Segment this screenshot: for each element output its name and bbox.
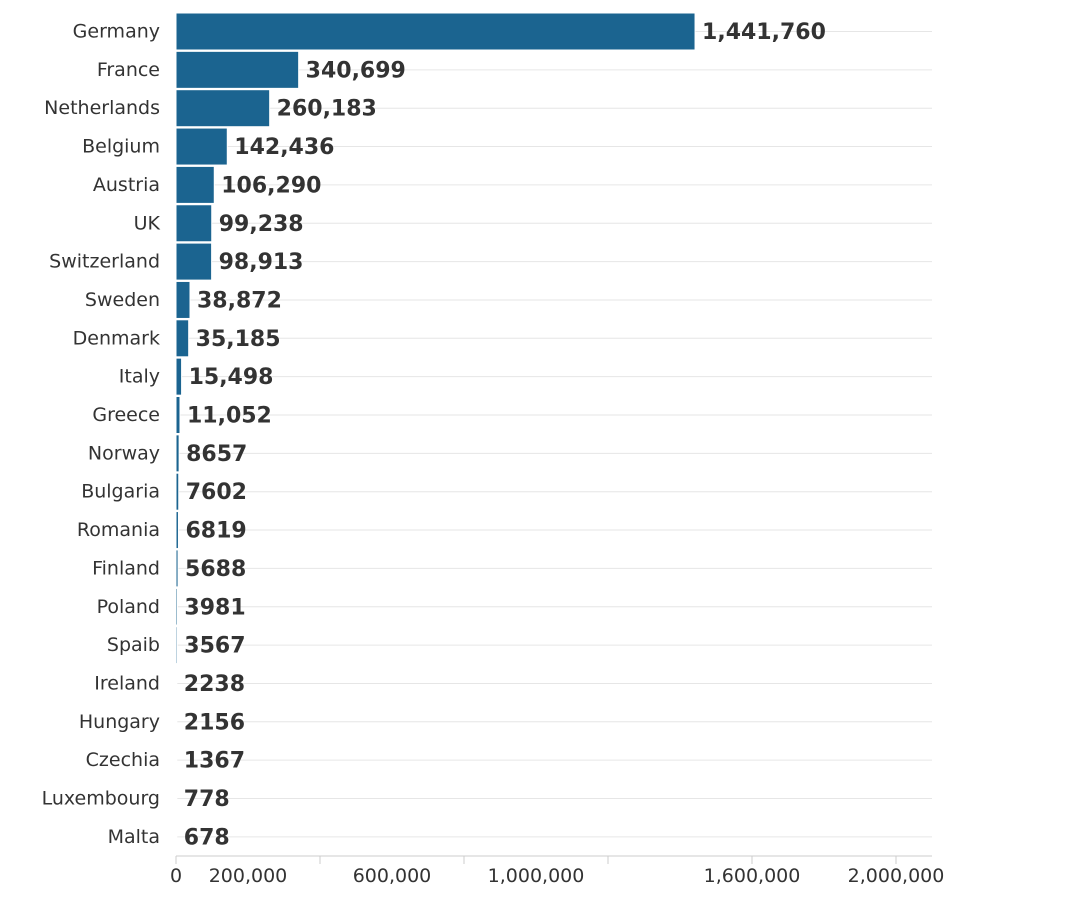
bar-germany [175, 12, 696, 51]
bar-austria [175, 165, 215, 204]
bar-hungary [175, 702, 178, 741]
value-label-norway: 8657 [186, 442, 247, 467]
x-tick-label-0: 0 [170, 865, 182, 887]
value-label-switzerland: 98,913 [219, 250, 304, 275]
bar-luxembourg [175, 779, 178, 818]
bar-ireland [175, 664, 178, 703]
category-label-switzerland: Switzerland [49, 251, 160, 273]
x-axis: 0 200,000 600,000 1,000,000 1,600,000 2,000,0… [170, 855, 945, 887]
category-label-czechia: Czechia [86, 749, 160, 771]
bar-switzerland [175, 242, 213, 281]
bar-belgium [175, 127, 228, 166]
value-label-romania: 6819 [185, 519, 246, 544]
bar-malta [175, 817, 178, 856]
x-tick-label-2000000: 2,000,000 [848, 865, 945, 887]
bar-greece [175, 396, 181, 434]
value-label-france: 340,699 [306, 58, 406, 83]
bar-norway [175, 434, 180, 473]
value-label-belgium: 142,436 [234, 135, 334, 160]
category-label-germany: Germany [73, 21, 160, 43]
bar-sweden [175, 280, 191, 319]
category-label-uk: UK [134, 212, 161, 234]
category-label-finland: Finland [92, 557, 160, 579]
x-tick-label-600000: 600,000 [353, 865, 432, 887]
bar-italy [175, 357, 183, 396]
category-label-belgium: Belgium [82, 136, 160, 158]
value-label-greece: 11,052 [187, 404, 272, 429]
category-label-ireland: Ireland [94, 672, 160, 694]
bar-spaib [175, 626, 178, 665]
bar-bulgaria [175, 472, 180, 511]
bar-uk [175, 204, 213, 243]
value-label-finland: 5688 [185, 557, 246, 582]
category-label-poland: Poland [97, 596, 160, 618]
category-label-romania: Romania [77, 519, 160, 541]
value-label-poland: 3981 [184, 595, 245, 620]
value-labels: 1,441,760 340,699 260,183 142,436 106,290 99,… [184, 20, 826, 850]
bar-finland [175, 549, 179, 588]
value-label-germany: 1,441,760 [702, 20, 826, 45]
value-label-czechia: 1367 [184, 749, 245, 774]
value-label-hungary: 2156 [184, 710, 245, 735]
bar-denmark [175, 319, 190, 358]
x-tick-label-1600000: 1,600,000 [704, 865, 801, 887]
x-tick-label-200000: 200,000 [209, 865, 288, 887]
category-label-france: France [97, 59, 160, 81]
category-label-greece: Greece [92, 404, 160, 426]
value-label-denmark: 35,185 [196, 327, 281, 352]
bar-poland [175, 587, 178, 626]
bar-netherlands [175, 89, 271, 128]
value-label-netherlands: 260,183 [277, 97, 377, 122]
category-label-malta: Malta [108, 826, 160, 848]
category-label-bulgaria: Bulgaria [81, 481, 160, 503]
value-label-uk: 99,238 [219, 212, 304, 237]
category-label-netherlands: Netherlands [44, 97, 160, 119]
value-label-ireland: 2238 [184, 672, 245, 697]
category-label-italy: Italy [119, 366, 160, 388]
bar-france [175, 50, 300, 89]
category-label-hungary: Hungary [79, 711, 160, 733]
value-label-italy: 15,498 [189, 365, 274, 390]
category-label-norway: Norway [88, 442, 160, 464]
category-label-denmark: Denmark [73, 327, 160, 349]
category-labels: Germany France Netherlands Belgium Austria UK… [42, 21, 161, 848]
category-label-luxembourg: Luxembourg [42, 788, 160, 810]
value-label-spaib: 3567 [184, 634, 245, 659]
bars [175, 12, 696, 856]
value-label-bulgaria: 7602 [186, 480, 247, 505]
gridlines [176, 31, 932, 838]
category-label-spaib: Spaib [107, 634, 160, 656]
value-label-austria: 106,290 [221, 173, 321, 198]
x-tick-label-1000000: 1,000,000 [488, 865, 585, 887]
bar-romania [175, 511, 179, 550]
category-label-sweden: Sweden [85, 289, 160, 311]
value-label-malta: 678 [184, 825, 230, 850]
category-label-austria: Austria [93, 174, 160, 196]
value-label-luxembourg: 778 [184, 787, 230, 812]
bar-czechia [175, 741, 178, 780]
value-label-sweden: 38,872 [197, 288, 282, 313]
